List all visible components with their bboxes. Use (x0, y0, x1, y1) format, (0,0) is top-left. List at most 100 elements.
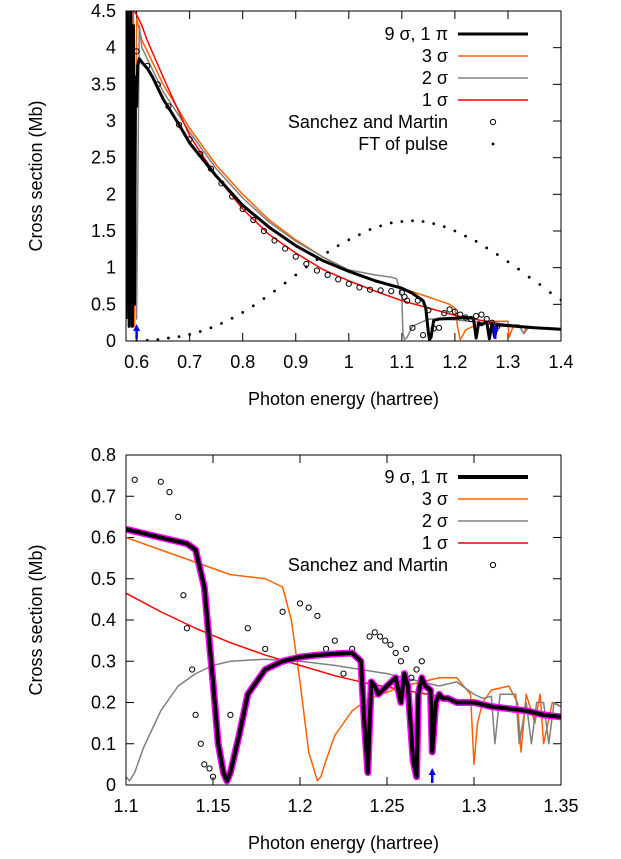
data-point (409, 324, 416, 331)
data-point (157, 478, 164, 485)
data-point (517, 267, 520, 271)
data-point (180, 592, 187, 599)
data-point (478, 311, 485, 318)
series-3-line (126, 11, 561, 341)
data-point (389, 221, 393, 225)
data-point (345, 280, 352, 287)
legend-label: FT of pulse (358, 134, 448, 154)
x-axis-label: Photon energy (hartree) (248, 833, 439, 853)
x-tick-label: 1.35 (543, 796, 578, 816)
data-point (400, 220, 404, 223)
data-point (192, 711, 199, 718)
legend-label: 3 σ (422, 46, 448, 66)
data-point (435, 324, 443, 331)
y-tick-label: 4 (106, 38, 116, 58)
data-point (506, 260, 510, 264)
data-point (294, 273, 298, 277)
x-tick-label: 0.6 (124, 352, 149, 372)
data-point (314, 612, 321, 619)
data-point (262, 297, 266, 300)
legend-label: 1 σ (422, 533, 448, 553)
data-point (188, 333, 192, 336)
data-point (251, 304, 255, 308)
data-point (189, 666, 196, 673)
x-tick-label: 0.7 (177, 352, 202, 372)
data-point (279, 608, 286, 615)
data-point (485, 246, 489, 250)
data-point (167, 336, 170, 340)
y-axis-label: Cross section (Mb) (26, 544, 46, 695)
data-point (292, 253, 299, 260)
data-point (474, 239, 478, 243)
data-point (371, 629, 378, 636)
x-tick-label: 1.2 (442, 352, 467, 372)
legend-label: 2 σ (422, 511, 448, 531)
data-point (421, 220, 425, 223)
data-point (324, 271, 331, 279)
data-point (388, 288, 395, 295)
y-tick-label: 0.8 (91, 445, 116, 465)
y-tick-label: 0.6 (91, 528, 116, 548)
data-point (273, 289, 276, 293)
data-point (331, 637, 338, 644)
data-point (175, 513, 182, 520)
series-1-line (126, 11, 561, 331)
data-point (220, 322, 223, 325)
data-point (206, 765, 213, 772)
x-tick-label: 1.3 (495, 352, 520, 372)
data-point (419, 332, 427, 339)
y-tick-label: 0.1 (91, 734, 116, 754)
data-point (358, 233, 361, 237)
data-point (398, 289, 405, 296)
panel-top: 0.6 0.7 0.8 0.9 1 1.1 1.2 1.3 1.4 0 0.5 1 1.5 2 2.5 3 3.… (26, 1, 574, 409)
data-point (432, 222, 436, 226)
legend-label: Sanchez and Martin (288, 555, 448, 575)
data-point (441, 310, 448, 317)
data-point (376, 633, 384, 640)
x-tick-label: 1.4 (548, 352, 573, 372)
data-point (464, 234, 467, 238)
data-point (282, 245, 289, 252)
data-point (260, 227, 268, 235)
x-tick-label: 0.8 (230, 352, 255, 372)
x-tick-label: 1.3 (461, 796, 486, 816)
y-tick-label: 0.5 (91, 294, 116, 314)
data-point (340, 670, 347, 677)
series-9-1-line (126, 527, 561, 783)
data-point (209, 773, 217, 780)
plot-frame (125, 454, 562, 786)
y-tick-label: 0.5 (91, 569, 116, 589)
data-point (131, 476, 138, 483)
data-point (411, 219, 414, 223)
y-tick-label: 0.4 (91, 610, 116, 630)
x-axis-label: Photon energy (hartree) (248, 389, 439, 409)
data-point (201, 761, 208, 768)
x-tick-label: 0.9 (283, 352, 308, 372)
data-point (304, 265, 308, 269)
y-tick-label: 1 (106, 258, 116, 278)
data-point (382, 637, 389, 644)
data-point (241, 311, 245, 314)
x-tick-label: 1.15 (195, 796, 230, 816)
data-point (379, 224, 383, 228)
data-point (366, 286, 374, 293)
data-point (262, 645, 269, 652)
y-tick-label: 1.5 (91, 221, 116, 241)
data-point (538, 283, 542, 286)
legend-label: 3 σ (422, 489, 448, 509)
legend-label: Sanchez and Martin (288, 112, 448, 132)
data-point (451, 308, 459, 315)
data-point (244, 625, 251, 632)
data-point (356, 284, 363, 291)
data-point (198, 330, 202, 333)
data-point (197, 740, 204, 747)
y-tick-label: 2.5 (91, 148, 116, 168)
data-point (377, 287, 384, 294)
series-9-1-line (126, 11, 561, 341)
data-point (250, 216, 257, 224)
legend-swatch (489, 561, 497, 569)
data-point (418, 658, 425, 665)
data-point (305, 604, 312, 611)
